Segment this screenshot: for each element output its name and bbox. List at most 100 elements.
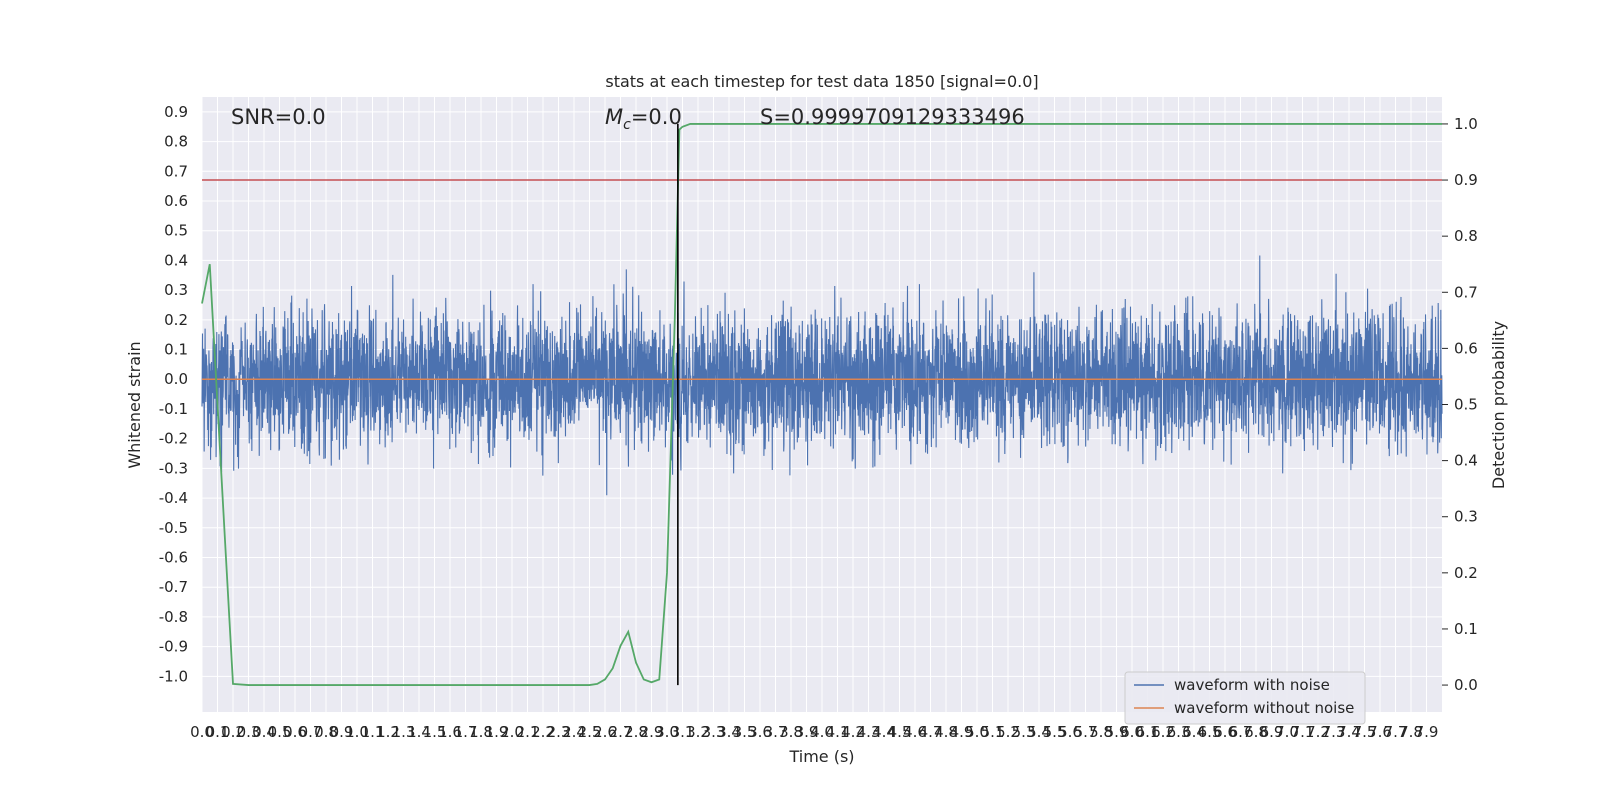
ticks: 0.00.10.20.30.40.50.60.70.80.91.01.11.21… [159,103,1478,741]
x-tick-label: 3.5 [733,723,757,741]
x-tick-label: 2.0 [500,723,524,741]
y2-tick-label: 0.9 [1454,171,1478,189]
x-tick-label: 3.2 [686,723,710,741]
x-tick-label: 6.0 [1120,723,1144,741]
x-tick-label: 7.6 [1368,723,1392,741]
legend: waveform with noise waveform without noi… [1124,671,1366,725]
x-tick-label: 7.4 [1337,723,1361,741]
annotation-mc-value: =0.0 [631,105,682,129]
detection-probability-line [201,123,1442,686]
x-tick-label: 1.2 [376,723,400,741]
y2-axis-label: Detection probability [1489,321,1508,489]
x-tick-label: 1.9 [485,723,509,741]
x-tick-label: 0.0 [190,723,214,741]
y-tick-label: -0.3 [159,459,188,477]
y-tick-label: 0.3 [164,281,188,299]
y-tick-label: 0.9 [164,103,188,121]
y-tick-label: -0.6 [159,549,188,567]
x-tick-label: 6.7 [1229,723,1253,741]
x-axis-label: Time (s) [788,747,854,766]
y2-tick-label: 0.1 [1454,620,1478,638]
x-tick-label: 5.3 [1012,723,1036,741]
x-tick-label: 7.0 [1275,723,1299,741]
x-tick-label: 3.9 [795,723,819,741]
x-tick-label: 7.8 [1399,723,1423,741]
x-tick-label: 1.8 [469,723,493,741]
x-tick-label: 5.9 [1105,723,1129,741]
x-tick-label: 3.0 [655,723,679,741]
y2-tick-label: 0.2 [1454,564,1478,582]
y-tick-label: 0.8 [164,133,188,151]
x-tick-label: 7.3 [1322,723,1346,741]
x-tick-label: 0.9 [330,723,354,741]
y-tick-label: -0.1 [159,400,188,418]
y2-tick-label: 0.8 [1454,227,1478,245]
y2-tick-label: 0.5 [1454,396,1478,414]
x-tick-label: 4.9 [950,723,974,741]
x-tick-label: 1.0 [345,723,369,741]
annotation-score: S=0.9999709129333496 [760,105,1025,129]
y-tick-label: -0.4 [159,489,188,507]
x-tick-label: 4.4 [872,723,896,741]
x-tick-label: 3.1 [671,723,695,741]
y-tick-label: 0.0 [164,370,188,388]
x-tick-label: 5.2 [996,723,1020,741]
y-tick-label: -0.8 [159,608,188,626]
y-tick-label: 0.4 [164,251,188,269]
x-tick-label: 4.8 [934,723,958,741]
x-tick-label: 5.5 [1043,723,1067,741]
x-tick-label: 5.6 [1058,723,1082,741]
y-tick-label: 0.6 [164,192,188,210]
x-tick-label: 6.4 [1182,723,1206,741]
x-tick-label: 6.9 [1260,723,1284,741]
x-tick-label: 2.9 [640,723,664,741]
annotation-mc-symbol: M [605,105,623,129]
legend-box [1124,671,1366,725]
y-tick-label: -0.9 [159,638,188,656]
x-tick-label: 0.3 [237,723,261,741]
x-tick-label: 5.0 [965,723,989,741]
y-tick-label: -0.2 [159,430,188,448]
x-tick-label: 2.2 [531,723,555,741]
annotation-mc: Mc=0.0 [605,105,682,133]
y-tick-label: 0.7 [164,162,188,180]
y-tick-label: 0.1 [164,341,188,359]
x-tick-label: 7.2 [1306,723,1330,741]
x-tick-label: 7.5 [1353,723,1377,741]
x-tick-label: 0.8 [314,723,338,741]
x-tick-label: 1.3 [392,723,416,741]
x-tick-label: 1.4 [407,723,431,741]
x-tick-label: 4.7 [919,723,943,741]
x-tick-label: 1.7 [454,723,478,741]
y-tick-label: 0.2 [164,311,188,329]
y2-tick-label: 0.3 [1454,508,1478,526]
x-tick-label: 1.5 [423,723,447,741]
x-tick-label: 2.4 [562,723,586,741]
x-tick-label: 1.6 [438,723,462,741]
legend-label-noise: waveform with noise [1174,676,1330,694]
x-tick-label: 0.7 [299,723,323,741]
x-tick-label: 6.6 [1213,723,1237,741]
x-tick-label: 7.1 [1291,723,1315,741]
y2-tick-label: 0.0 [1454,676,1478,694]
x-tick-label: 5.4 [1027,723,1051,741]
x-tick-label: 4.6 [903,723,927,741]
x-tick-label: 6.5 [1198,723,1222,741]
x-tick-label: 2.3 [547,723,571,741]
x-tick-label: 2.6 [593,723,617,741]
x-tick-label: 0.2 [221,723,245,741]
x-tick-label: 4.2 [841,723,865,741]
x-tick-label: 5.8 [1089,723,1113,741]
x-tick-label: 4.3 [857,723,881,741]
x-tick-label: 3.4 [717,723,741,741]
legend-label-clean: waveform without noise [1174,699,1354,717]
x-tick-label: 7.9 [1415,723,1439,741]
lines [201,123,1442,686]
y-tick-label: 0.5 [164,222,188,240]
x-tick-label: 3.8 [779,723,803,741]
y2-tick-label: 0.6 [1454,339,1478,357]
x-tick-label: 5.1 [981,723,1005,741]
x-tick-label: 4.1 [826,723,850,741]
y2-tick-label: 0.7 [1454,283,1478,301]
